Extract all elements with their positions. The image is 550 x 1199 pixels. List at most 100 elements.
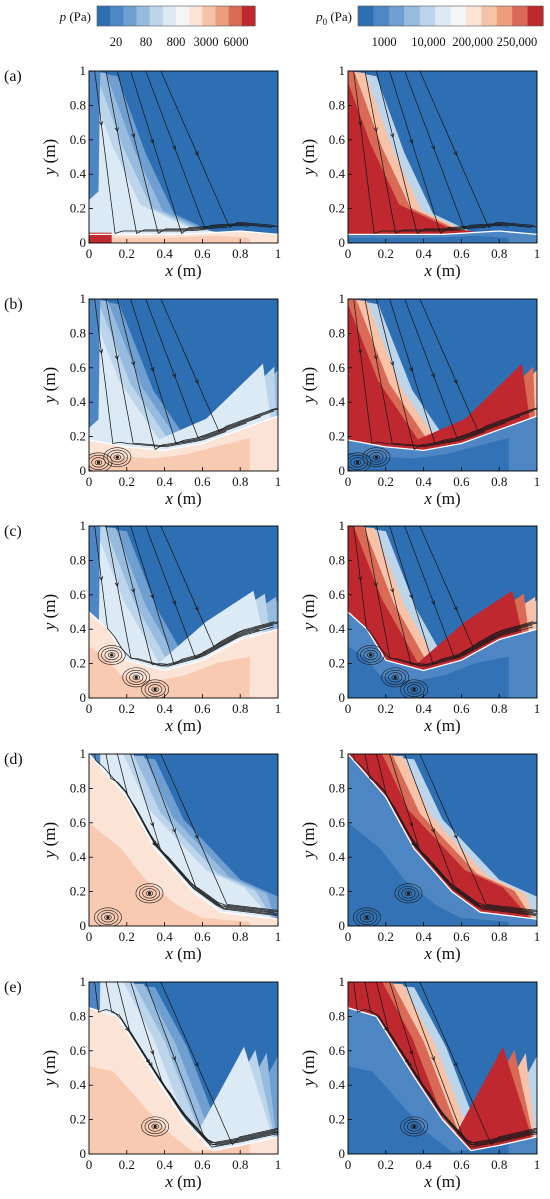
- colorbar-title-unit: (Pa): [327, 9, 352, 24]
- streamline: [160, 299, 278, 432]
- panel-frame: [88, 753, 279, 927]
- x-axis-label: x (m): [423, 261, 460, 280]
- y-axis-unit: (m): [40, 139, 59, 168]
- colorbar-swatch: [241, 6, 256, 26]
- colorbar-title-symbol: p: [315, 9, 323, 24]
- streamline: [404, 754, 537, 912]
- colorbar-title-symbol: p: [59, 9, 67, 24]
- streamline-arrow: [172, 828, 176, 834]
- vortex-streamline: [400, 1116, 429, 1137]
- streamline-arrow: [98, 576, 104, 582]
- x-tick-label: 0.8: [491, 1157, 507, 1172]
- x-axis-label: x (m): [164, 1172, 201, 1191]
- stagnation-hotspot: [89, 232, 112, 243]
- x-axis-symbol: x: [423, 489, 432, 508]
- panel-b-p0: 0 0.2 0.4 0.6 0.8 100.20.40.60.81x (m)y (m): [299, 291, 540, 508]
- streamline: [105, 526, 260, 666]
- x-tick-label: 0.8: [491, 474, 507, 489]
- streamline-arrow: [453, 379, 458, 385]
- x-tick-label: 0: [345, 929, 352, 944]
- streamline-arrow: [172, 600, 176, 606]
- colorbar-tick-label: 20: [110, 35, 123, 49]
- y-axis-symbol: y: [299, 622, 318, 632]
- streamline: [376, 299, 521, 451]
- vortex-core: [393, 675, 397, 679]
- panel-field: [89, 71, 278, 243]
- x-tick-label: 1: [534, 474, 541, 489]
- jet-core-band: [89, 71, 101, 200]
- x-tick-label: 0.4: [156, 701, 173, 716]
- vortex-streamline: [348, 454, 368, 470]
- y-tick-label: 1: [339, 63, 346, 78]
- vortex-streamline: [144, 1118, 166, 1134]
- streamline: [389, 982, 536, 1144]
- x-tick-label: 0.2: [378, 474, 394, 489]
- streamline: [419, 754, 537, 911]
- y-tick-label: 0: [80, 1146, 87, 1161]
- colorbar-tick-label: 80: [140, 35, 153, 49]
- x-axis-label: x (m): [423, 489, 460, 508]
- interface-boundary: [89, 754, 278, 920]
- streamline-arrow: [409, 1050, 414, 1056]
- x-tick-label: 1: [275, 474, 282, 489]
- y-tick-label: 0.2: [329, 201, 345, 216]
- x-tick-label: 0.6: [453, 929, 470, 944]
- x-tick-label: 0: [86, 246, 93, 261]
- streamline-arrow: [357, 121, 363, 127]
- streamline-arrow: [154, 842, 159, 848]
- contour-band: [348, 71, 537, 243]
- vortex-streamline: [397, 885, 419, 901]
- vortex-streamline: [141, 1116, 170, 1137]
- streamline-arrow: [148, 1062, 153, 1068]
- vortex-streamline: [91, 457, 106, 468]
- x-tick-label: 1: [534, 246, 541, 261]
- interface-boundary: [348, 230, 537, 236]
- y-tick-label: 1: [80, 746, 87, 761]
- streamline: [364, 71, 487, 235]
- x-tick-label: 0.2: [378, 246, 394, 261]
- panel-field: [348, 754, 537, 926]
- streamline: [404, 982, 537, 1144]
- x-axis-symbol: x: [423, 716, 432, 735]
- y-axis-symbol: y: [40, 1078, 59, 1088]
- vortex-streamline: [141, 679, 170, 698]
- panel-row-label: (a): [4, 68, 22, 85]
- interface-region-inner: [348, 1066, 509, 1154]
- x-tick-label: 0.4: [415, 246, 432, 261]
- y-tick-label: 1: [80, 518, 87, 533]
- y-axis-unit: (m): [299, 367, 318, 396]
- y-axis-label: y (m): [299, 594, 318, 632]
- y-tick-label: 0.8: [329, 97, 345, 112]
- streamline-arrow: [357, 349, 363, 355]
- x-axis-symbol: x: [423, 944, 432, 963]
- streamline: [353, 299, 486, 448]
- streamline-arrow: [390, 588, 395, 594]
- y-tick-label: 0.6: [329, 1043, 346, 1058]
- x-axis-label: x (m): [164, 944, 201, 963]
- y-tick-label: 0.4: [70, 394, 87, 409]
- streamline: [353, 526, 533, 667]
- streamline: [116, 299, 262, 451]
- vortex-streamline: [410, 1123, 418, 1130]
- streamline-arrow: [409, 594, 414, 600]
- y-tick-label: 0.4: [329, 621, 346, 636]
- panel-frame: [347, 298, 538, 472]
- x-tick-label: 0.4: [156, 1157, 173, 1172]
- panel-e-p: 0 0.2 0.4 0.6 0.8 100.20.40.60.81x (m)y (m)(e…: [4, 974, 281, 1191]
- x-tick-label: 0: [345, 246, 352, 261]
- vortex-streamline: [407, 1121, 422, 1132]
- y-tick-label: 0.6: [70, 1043, 87, 1058]
- vortex-streamline: [359, 912, 375, 923]
- x-axis-symbol: x: [164, 261, 173, 280]
- colorbar-swatch: [136, 6, 151, 26]
- streamline: [160, 71, 276, 229]
- vortex-streamline: [384, 669, 406, 685]
- y-tick-label: 0.6: [329, 132, 346, 147]
- vortex-streamline: [129, 672, 144, 683]
- streamline-arrow: [373, 127, 378, 133]
- vortex-streamline: [110, 452, 125, 463]
- y-tick-label: 1: [339, 974, 346, 989]
- panel-row-label: (b): [4, 296, 23, 313]
- vortex-streamline: [394, 883, 423, 904]
- colorbar-swatch: [527, 6, 544, 26]
